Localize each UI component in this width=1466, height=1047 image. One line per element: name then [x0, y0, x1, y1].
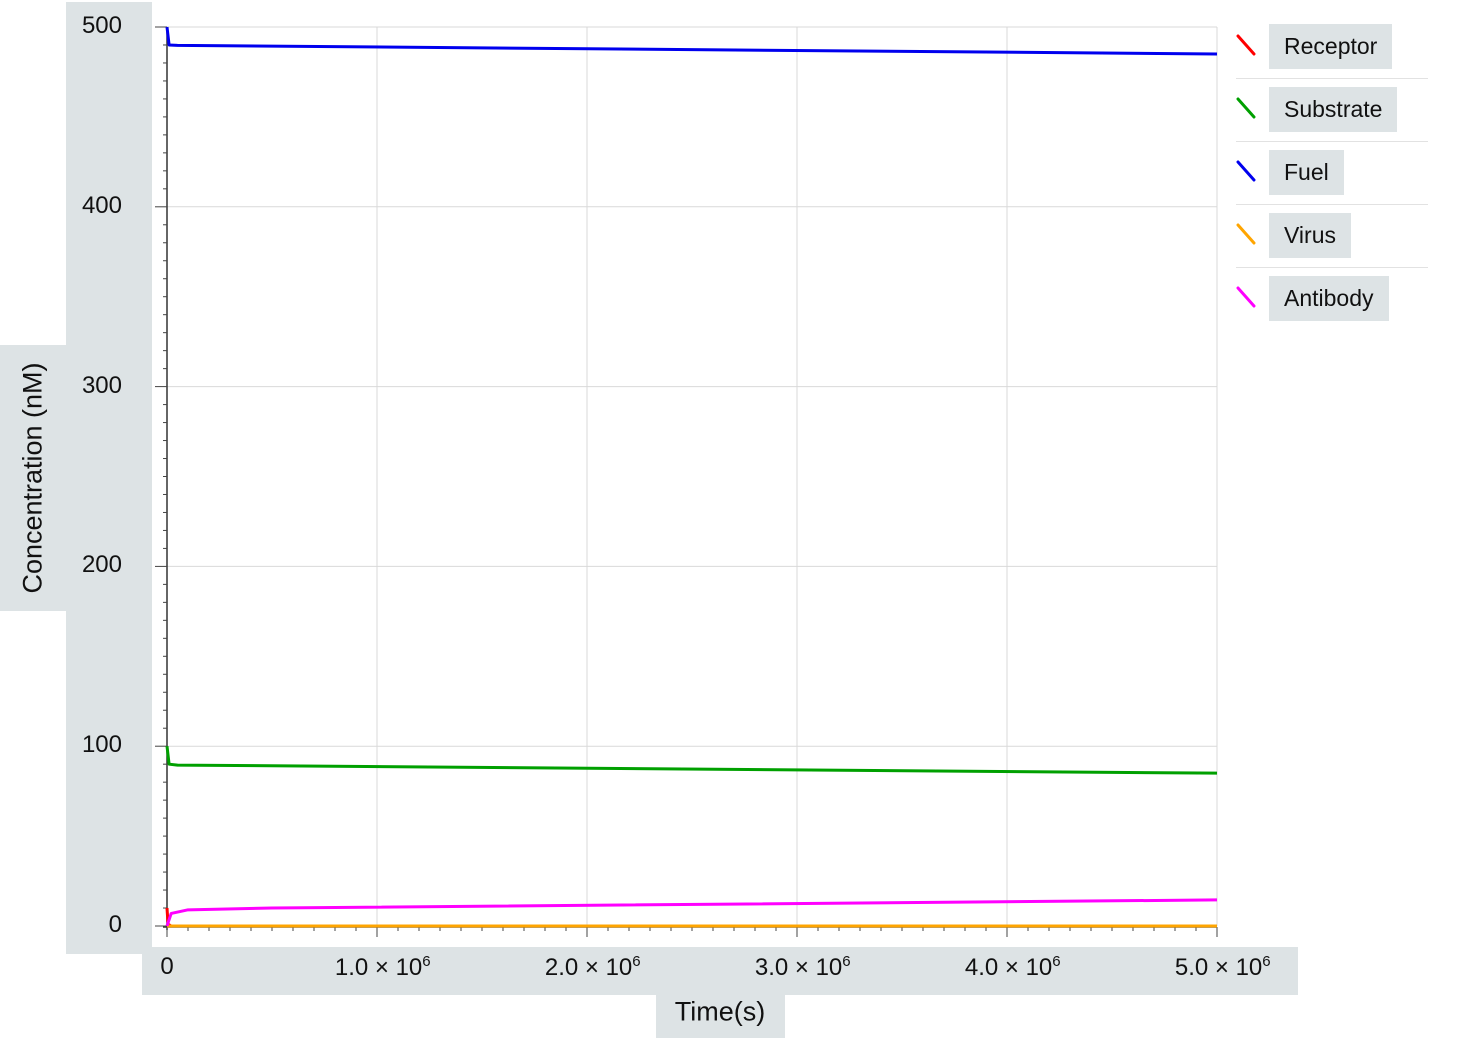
y-tick-label: 400 [81, 191, 122, 219]
legend-label: Antibody [1269, 276, 1389, 321]
x-tick-label-exponent: 6 [1052, 953, 1061, 970]
legend-label: Substrate [1269, 87, 1398, 132]
x-tick-label-exponent: 6 [632, 953, 641, 970]
y-tick-panel [66, 2, 152, 954]
series-line-fuel [165, 26, 1218, 56]
x-tick-label: 5.0 × 106 [1175, 953, 1271, 982]
legend-item-fuel[interactable]: Fuel [1236, 142, 1428, 205]
legend-swatch [1236, 97, 1256, 119]
legend-swatch [1236, 286, 1256, 308]
legend-swatch [1236, 160, 1256, 182]
y-tick-label: 200 [81, 551, 122, 579]
series-line-antibody [165, 898, 1218, 927]
legend-swatch [1236, 223, 1256, 245]
y-tick-label: 500 [81, 12, 122, 39]
x-tick-label-text: 5.0 × 10 [1174, 954, 1263, 981]
legend-label: Receptor [1269, 24, 1393, 69]
x-tick-label-text: 2.0 × 10 [544, 954, 633, 981]
y-axis-label: Concentration (nM) [17, 362, 48, 594]
x-axis-label-panel [656, 994, 785, 1038]
x-tick-label: 1.0 × 106 [335, 953, 431, 982]
legend-item-receptor[interactable]: Receptor [1236, 16, 1428, 79]
y-tick-label: 100 [81, 731, 122, 759]
legend-label: Fuel [1269, 150, 1344, 195]
series-lines [165, 26, 1218, 928]
x-tick-label-exponent: 6 [1262, 953, 1271, 970]
legend-label: Virus [1269, 213, 1351, 258]
series-line-substrate [165, 746, 1218, 775]
y-axis-label-panel [0, 345, 66, 611]
x-tick-label-text: 4.0 × 10 [964, 954, 1053, 981]
x-tick-label-text: 0 [160, 953, 174, 980]
y-tick-label: 300 [81, 371, 122, 399]
x-tick-label-text: 3.0 × 10 [754, 954, 843, 981]
x-tick-label: 2.0 × 106 [545, 953, 641, 982]
x-tick-label: 0 [160, 953, 173, 981]
legend-item-virus[interactable]: Virus [1236, 205, 1428, 268]
x-tick-panel [142, 947, 1298, 995]
x-axis-label: Time(s) [674, 996, 766, 1027]
x-tick-label: 4.0 × 106 [965, 953, 1061, 982]
legend-item-substrate[interactable]: Substrate [1236, 79, 1428, 142]
axes [155, 26, 1218, 937]
x-tick-label-exponent: 6 [422, 953, 431, 970]
series-line-receptor [165, 907, 1217, 928]
y-tick-label: 0 [108, 911, 122, 938]
grid-lines [167, 26, 1218, 926]
x-tick-label-exponent: 6 [842, 953, 851, 970]
legend-swatch [1236, 34, 1256, 56]
legend-item-antibody[interactable]: Antibody [1236, 268, 1428, 330]
x-tick-label-text: 1.0 × 10 [334, 954, 423, 981]
legend: Receptor Substrate Fuel Virus Antibody [1236, 16, 1428, 330]
x-tick-label: 3.0 × 106 [755, 953, 851, 982]
